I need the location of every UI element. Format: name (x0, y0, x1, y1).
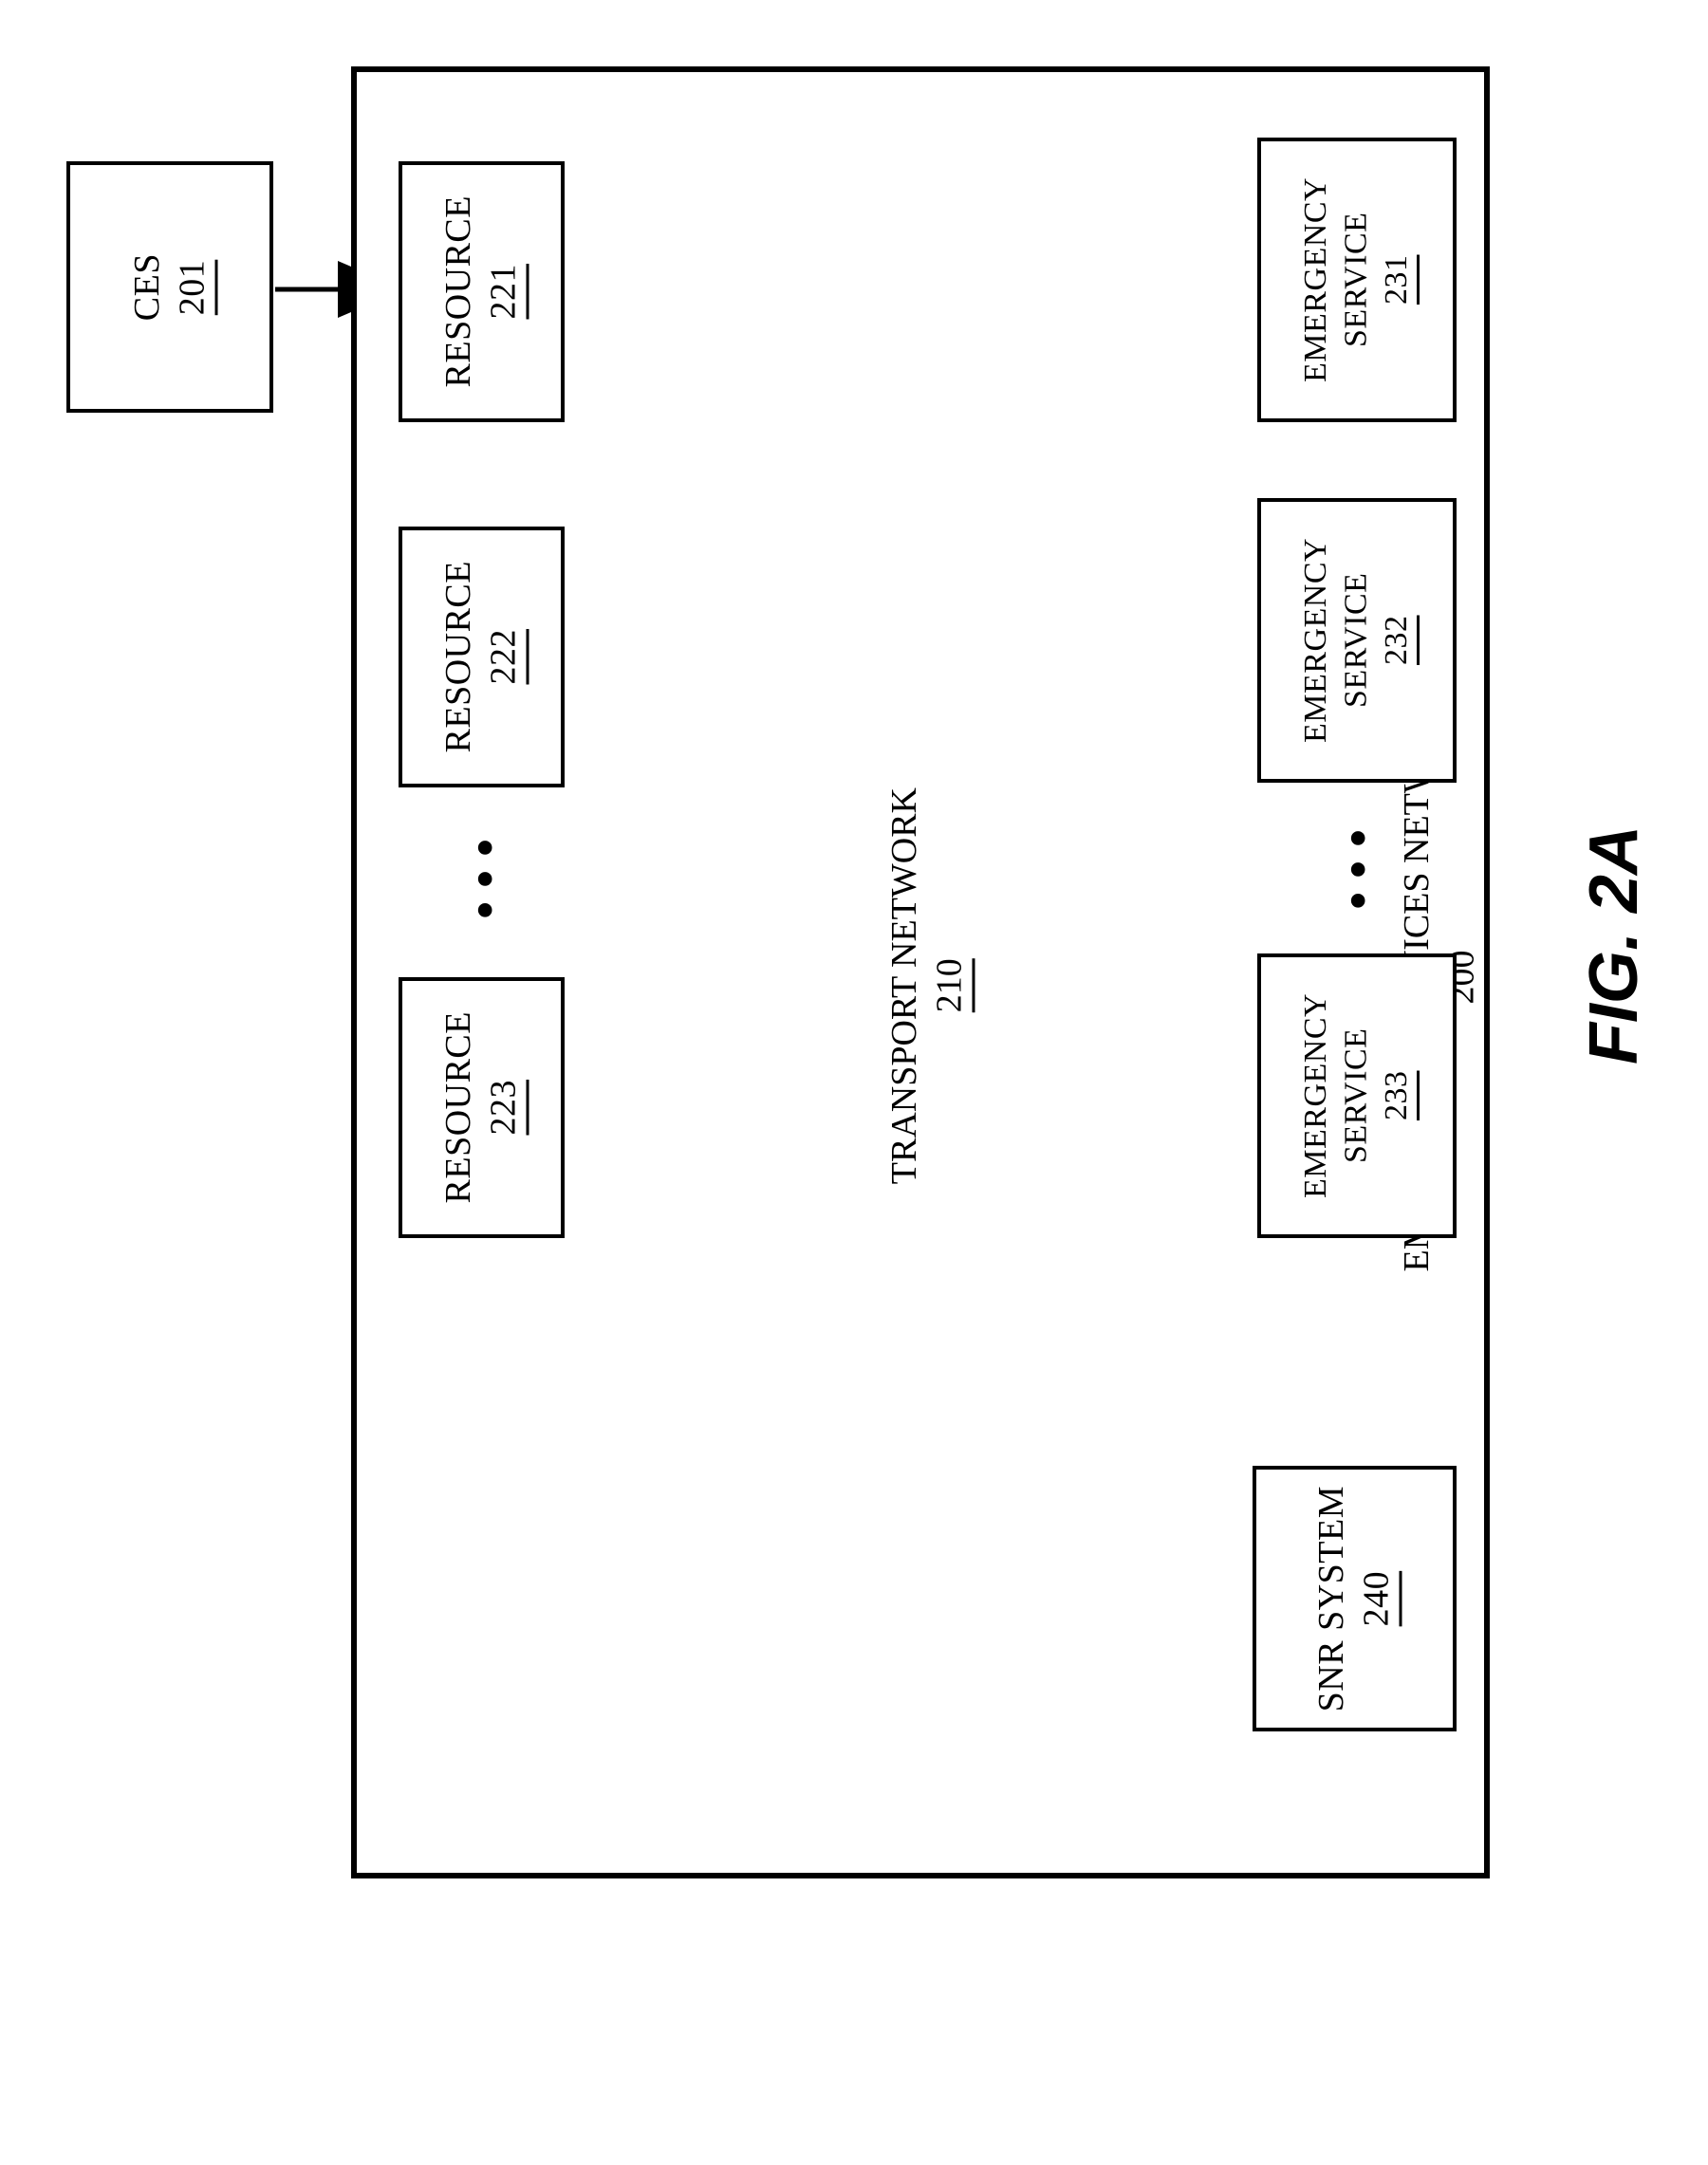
resource-box: RESOURCE 222 (399, 527, 565, 787)
ces-label: CES (125, 253, 171, 321)
resource-label: RESOURCE (436, 1011, 482, 1203)
service-ref: 232 (1379, 616, 1414, 666)
snr-box: SNR SYSTEM 240 (1253, 1466, 1457, 1731)
resource-label: RESOURCE (436, 195, 482, 387)
ces-box: CES 201 (66, 161, 273, 413)
service-label: EMERGENCY SERVICE (1296, 957, 1377, 1234)
resource-ref: 221 (484, 264, 524, 320)
resource-ref: 222 (484, 629, 524, 685)
resource-label: RESOURCE (436, 561, 482, 752)
resource-ellipsis: ••• (455, 825, 514, 919)
diagram-stage: EMERGENCY SERVICES NETWORK 200 CES 201 R… (0, 0, 1708, 2165)
resource-box: RESOURCE 223 (399, 977, 565, 1238)
resource-ref: 223 (484, 1080, 524, 1136)
resource-box: RESOURCE 221 (399, 161, 565, 422)
snr-label: SNR SYSTEM (1309, 1486, 1355, 1712)
cloud-ref: 210 (930, 959, 970, 1013)
service-box: EMERGENCY SERVICE 233 (1257, 953, 1457, 1238)
service-ref: 231 (1379, 255, 1414, 305)
figure-caption-text: FIG. 2A (1576, 825, 1652, 1064)
service-ellipsis: ••• (1328, 816, 1387, 910)
service-ref: 233 (1379, 1071, 1414, 1121)
service-box: EMERGENCY SERVICE 231 (1257, 138, 1457, 422)
snr-ref: 240 (1357, 1571, 1397, 1627)
service-label: EMERGENCY SERVICE (1296, 141, 1377, 418)
service-box: EMERGENCY SERVICE 232 (1257, 498, 1457, 783)
cloud-label: TRANSPORT NETWORK 210 (882, 787, 973, 1184)
service-label: EMERGENCY SERVICE (1296, 502, 1377, 779)
ces-ref: 201 (172, 259, 212, 315)
cloud-text: TRANSPORT NETWORK (884, 787, 924, 1184)
figure-caption: FIG. 2A (1575, 825, 1653, 1064)
